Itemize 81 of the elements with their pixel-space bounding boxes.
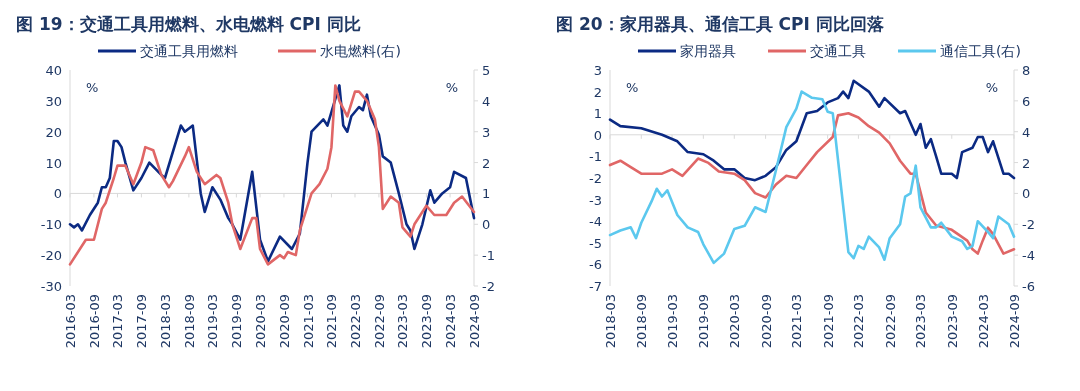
x-tick-label: 2023-03	[913, 294, 929, 349]
line-series	[608, 90, 1016, 265]
x-tick-label: 2021-09	[820, 294, 836, 349]
x-tick-label: 2022-03	[347, 294, 363, 349]
x-tick-label: 2022-09	[882, 294, 898, 349]
x-tick-label: 2018-09	[634, 294, 650, 349]
y-tick-label: 40	[45, 63, 62, 78]
y-tick-label: -5	[589, 235, 602, 251]
x-tick-label: 2019-03	[665, 294, 681, 349]
x-tick-label: 2019-09	[229, 294, 245, 349]
line-series	[608, 111, 1016, 255]
y-tick-label: -4	[589, 214, 602, 230]
y2-tick-label: 8	[1022, 63, 1031, 78]
x-tick-label: 2017-09	[134, 294, 150, 349]
y-tick-label: 0	[53, 186, 62, 202]
x-tick-label: 2018-09	[181, 294, 197, 349]
x-tick-label: 2020-09	[276, 294, 292, 349]
y-tick-label: -3	[589, 192, 602, 208]
y-tick-label: -7	[589, 279, 602, 294]
y-tick-label: -1	[589, 149, 602, 165]
x-tick-label: 2024-03	[443, 294, 459, 349]
x-tick-label: 2023-09	[944, 294, 960, 349]
y2-axis-title: %	[985, 80, 998, 95]
y-tick-label: -2	[589, 171, 602, 186]
y-axis-title: %	[86, 80, 99, 95]
y2-tick-label: -2	[1022, 217, 1035, 233]
x-tick-label: 2023-09	[419, 294, 435, 349]
legend-label: 家用器具	[680, 43, 736, 59]
x-tick-label: 2018-03	[157, 294, 173, 349]
x-tick-label: 2024-09	[1007, 294, 1022, 349]
y-tick-label: -10	[40, 217, 62, 233]
x-tick-label: 2018-03	[603, 294, 618, 349]
x-tick-label: 2017-03	[110, 294, 126, 349]
x-tick-label: 2022-03	[851, 294, 867, 349]
y2-tick-label: 6	[1022, 93, 1031, 109]
y2-tick-label: 0	[482, 217, 491, 233]
y2-tick-label: -2	[482, 279, 495, 294]
y-tick-label: -6	[589, 257, 602, 273]
x-tick-label: 2021-09	[324, 294, 340, 349]
x-tick-label: 2020-09	[758, 294, 774, 349]
x-tick-label: 2021-03	[300, 294, 316, 349]
x-tick-label: 2020-03	[253, 294, 269, 349]
x-tick-label: 2024-09	[467, 294, 482, 349]
y2-tick-label: 4	[482, 93, 491, 109]
x-tick-label: 2019-09	[696, 294, 712, 349]
x-tick-label: 2024-03	[975, 294, 991, 349]
y2-axis-title: %	[445, 80, 458, 95]
y2-tick-label: 1	[482, 186, 491, 202]
y2-tick-label: 4	[1022, 124, 1031, 140]
chart-title: 图 19：交通工具用燃料、水电燃料 CPI 同比	[16, 14, 361, 34]
x-tick-label: 2016-09	[86, 294, 102, 349]
x-tick-label: 2019-03	[205, 294, 221, 349]
y2-tick-label: 3	[482, 124, 491, 140]
x-tick-label: 2021-03	[789, 294, 805, 349]
y-tick-label: 20	[45, 124, 62, 140]
legend-label: 水电燃料(右)	[320, 43, 401, 59]
x-tick-label: 2020-03	[727, 294, 743, 349]
y-tick-label: 10	[45, 155, 62, 171]
y2-tick-label: -4	[1022, 248, 1035, 264]
y-tick-label: 30	[45, 93, 62, 109]
legend-label: 通信工具(右)	[940, 43, 1021, 59]
y2-tick-label: 2	[482, 155, 491, 171]
y2-tick-label: -6	[1022, 279, 1035, 294]
x-tick-label: 2023-03	[395, 294, 411, 349]
y-tick-label: -30	[40, 279, 62, 294]
y2-tick-label: 2	[1022, 155, 1031, 171]
legend-label: 交通工具	[810, 43, 866, 59]
y-tick-label: 3	[593, 63, 602, 78]
y-tick-label: -20	[40, 248, 62, 264]
line-series	[608, 79, 1016, 182]
x-tick-label: 2016-03	[63, 294, 78, 349]
y-tick-label: 2	[593, 84, 602, 100]
y2-tick-label: -1	[482, 248, 495, 264]
y2-tick-label: 5	[482, 63, 491, 78]
y-axis-title: %	[626, 80, 639, 95]
y-tick-label: 1	[593, 106, 602, 122]
x-tick-label: 2022-09	[371, 294, 387, 349]
y-tick-label: 0	[593, 127, 602, 143]
legend-label: 交通工具用燃料	[140, 43, 238, 59]
chart-title: 图 20：家用器具、通信工具 CPI 同比回落	[556, 14, 884, 34]
y2-tick-label: 0	[1022, 186, 1031, 202]
